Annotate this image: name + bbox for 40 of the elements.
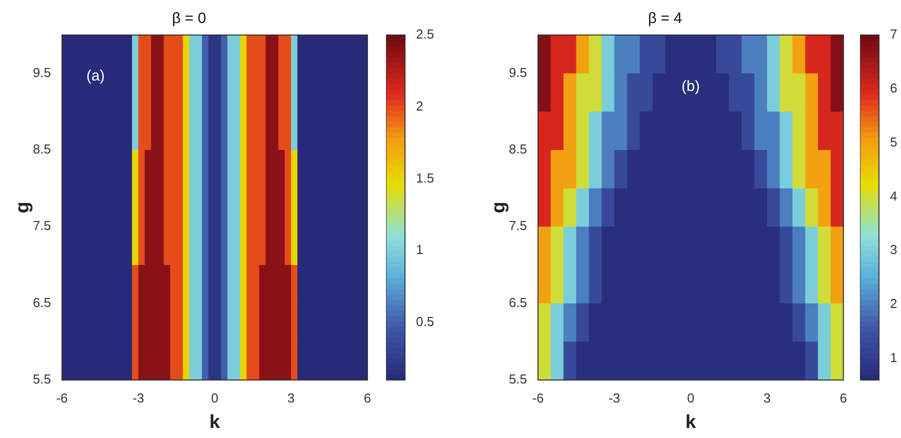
color-bar-label: 2.5 <box>416 26 434 42</box>
color-bar-label: 5 <box>890 134 898 150</box>
y-tick-label: 8.5 <box>32 142 51 157</box>
y-tick-label: 9.5 <box>508 64 527 80</box>
x-tick-label: 3 <box>763 390 771 406</box>
color-bar-label: 3 <box>890 242 898 258</box>
chart-title: β = 0 <box>172 10 206 28</box>
x-tick-label: 6 <box>364 390 371 406</box>
y-tick-label: 5.5 <box>508 372 527 387</box>
color-bar-label: 1 <box>416 242 424 258</box>
x-tick-label: -6 <box>532 390 544 406</box>
color-bar-label: 2 <box>890 296 898 312</box>
y-axis-title: g <box>12 202 34 214</box>
chart-title: β = 4 <box>648 10 682 28</box>
y-tick-label: 7.5 <box>508 218 527 234</box>
x-tick-label: 6 <box>840 390 847 406</box>
x-axis-title: k <box>209 412 220 433</box>
annotation: (b) <box>682 78 700 95</box>
color-bar-label: 1.5 <box>416 170 434 186</box>
x-tick-label: 0 <box>687 390 694 406</box>
x-axis-title: k <box>685 412 696 433</box>
x-tick-label: -3 <box>608 390 620 406</box>
color-bar-label: 0.5 <box>416 314 434 330</box>
y-tick-label: 6.5 <box>508 294 527 310</box>
x-tick-label: -3 <box>132 390 144 406</box>
y-axis-title: g <box>488 202 510 214</box>
color-bar-label: 2 <box>416 98 424 114</box>
x-tick-label: 3 <box>287 390 295 406</box>
y-tick-label: 7.5 <box>32 218 51 234</box>
color-bar-label: 6 <box>890 80 898 96</box>
color-bar-label: 4 <box>890 188 898 204</box>
x-tick-label: -6 <box>56 390 68 406</box>
x-tick-label: 0 <box>211 390 218 406</box>
y-tick-label: 6.5 <box>32 294 51 310</box>
y-tick-label: 9.5 <box>32 64 51 80</box>
y-tick-label: 8.5 <box>508 142 527 157</box>
annotation: (a) <box>86 68 105 85</box>
y-tick-label: 5.5 <box>32 372 51 387</box>
color-bar-label: 7 <box>890 26 898 42</box>
color-bar-label: 1 <box>890 350 898 366</box>
